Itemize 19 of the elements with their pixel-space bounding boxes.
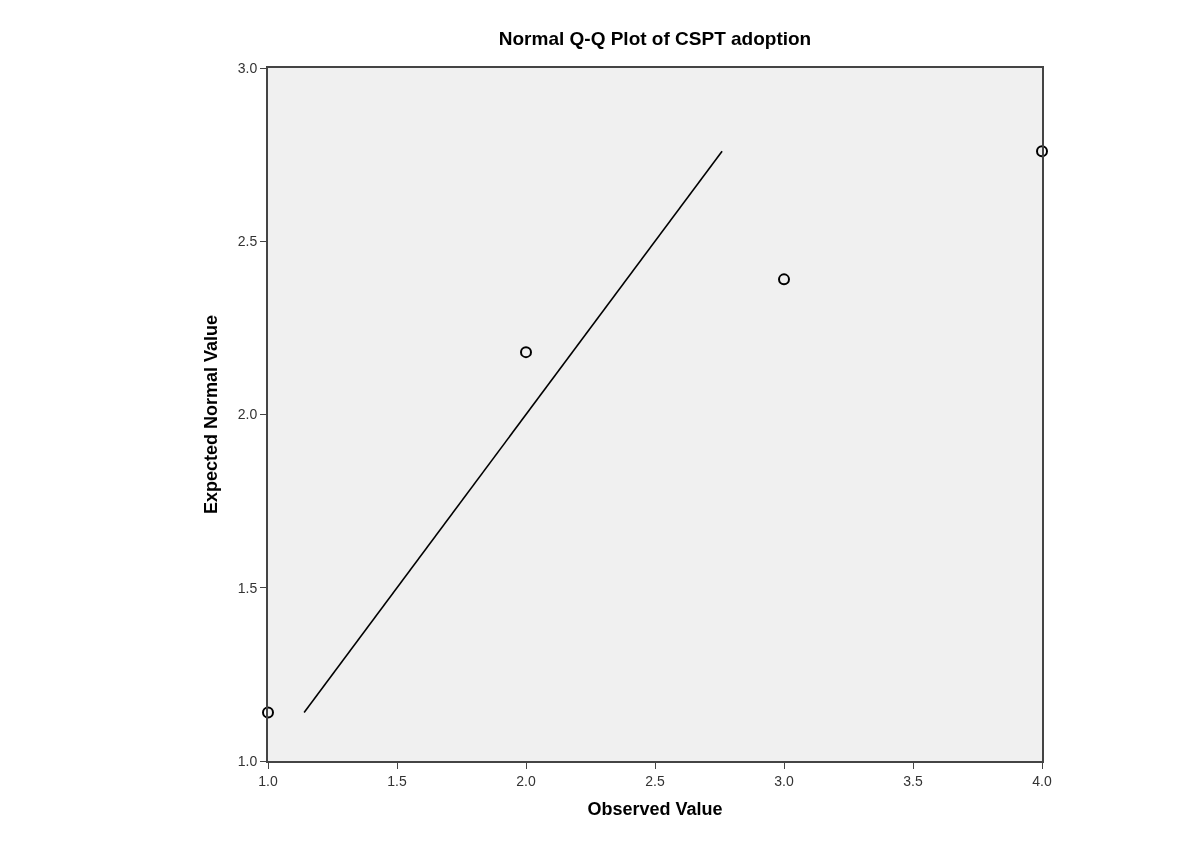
x-tick-label: 2.0 <box>516 772 536 789</box>
point <box>778 273 790 286</box>
x-tick-label: 1.5 <box>387 772 407 789</box>
x-tick-label: 2.5 <box>645 772 665 789</box>
y-tick-label: 1.5 <box>237 579 258 596</box>
point <box>262 706 274 719</box>
x-tick-label: 3.5 <box>903 772 923 789</box>
y-axis-title: Expected Normal Value <box>201 314 222 515</box>
x-tick-label: 3.0 <box>774 772 794 789</box>
y-tick-label: 3.0 <box>237 59 258 76</box>
x-tick-label: 1.0 <box>258 772 278 789</box>
point <box>1036 145 1048 158</box>
x-axis-title: Observed Value <box>587 799 723 820</box>
y-tick-label: 2.5 <box>237 233 258 250</box>
y-tick-label: 1.0 <box>237 752 258 769</box>
y-tick-label: 2.0 <box>237 406 258 423</box>
chart-title: Normal Q-Q Plot of CSPT adoption <box>498 28 812 49</box>
point <box>520 346 532 359</box>
x-tick-label: 4.0 <box>1032 772 1052 789</box>
